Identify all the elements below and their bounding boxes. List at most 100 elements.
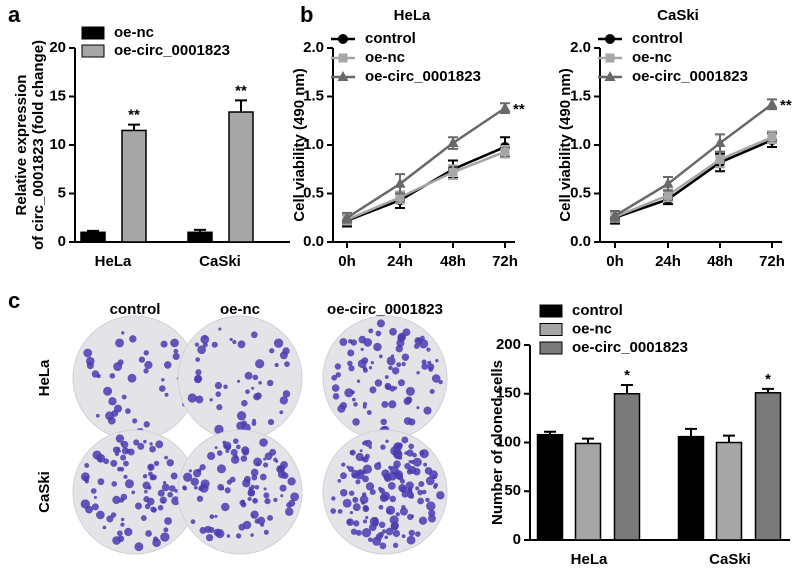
colony (361, 457, 366, 462)
y-axis-label: Number of cloned cells (489, 360, 506, 525)
colony (162, 481, 167, 485)
colony (369, 386, 377, 394)
colony (195, 357, 201, 362)
colony (159, 385, 166, 392)
colony (406, 468, 413, 475)
colony (367, 537, 373, 543)
colony (279, 396, 288, 405)
column-label: oe-nc (220, 301, 260, 318)
colony (388, 465, 393, 470)
colony (369, 516, 380, 527)
bar (228, 111, 254, 243)
colony (405, 396, 413, 404)
colony (259, 438, 268, 447)
colony (362, 519, 368, 524)
colony (110, 512, 117, 518)
colony (145, 530, 152, 537)
colony (164, 455, 168, 460)
colony (199, 464, 206, 471)
row-label: HeLa (36, 359, 53, 396)
colony (96, 510, 105, 520)
colony (386, 356, 396, 366)
legend-label: oe-nc (632, 49, 672, 66)
colony (364, 440, 368, 444)
colony (285, 507, 294, 516)
colony (346, 465, 350, 469)
colony (433, 482, 439, 488)
colony (127, 448, 135, 456)
colony (108, 397, 117, 406)
colony (142, 481, 151, 490)
colony (224, 487, 231, 494)
colony (157, 489, 165, 497)
colony (378, 521, 386, 529)
colony (243, 475, 251, 483)
colony (251, 331, 258, 339)
colony (359, 495, 369, 504)
colony (244, 371, 253, 380)
colony (417, 497, 425, 505)
colony (420, 335, 425, 341)
colony (381, 529, 387, 534)
legend-swatch (539, 341, 563, 355)
colony (380, 418, 388, 426)
colony (149, 442, 153, 446)
colony (416, 371, 420, 375)
colony (250, 533, 254, 537)
panel-label: a (8, 2, 21, 27)
panel-label: b (300, 2, 313, 27)
colony (115, 338, 124, 348)
y-tick-label: 50 (504, 482, 521, 499)
colony (353, 402, 358, 407)
colony (211, 341, 218, 348)
colony (408, 443, 415, 450)
colony (280, 494, 284, 498)
colony (351, 473, 356, 479)
legend-label: control (632, 30, 683, 47)
colony (241, 399, 248, 407)
colony (137, 442, 145, 450)
significance-label: ** (513, 101, 525, 118)
legend-swatch (539, 323, 563, 336)
colony (103, 458, 110, 465)
colony (258, 381, 262, 385)
colony (252, 374, 259, 381)
colony (362, 405, 367, 409)
colony (172, 352, 180, 360)
colony (110, 459, 118, 467)
colony (364, 453, 370, 459)
error-bar (87, 229, 99, 233)
colony (401, 361, 406, 367)
colony (235, 533, 242, 539)
colony (121, 394, 127, 400)
colony (348, 365, 355, 372)
colony (134, 502, 143, 510)
colony (151, 507, 157, 513)
colony (279, 484, 287, 492)
colony (143, 368, 149, 374)
colony (395, 512, 400, 517)
colony (195, 395, 204, 404)
colony (143, 350, 149, 356)
colony (332, 393, 340, 400)
colony (242, 448, 250, 456)
colony (376, 319, 385, 328)
colony (390, 522, 399, 531)
colony (164, 392, 169, 397)
colony (115, 434, 125, 443)
marker (714, 137, 726, 148)
column-label: oe-circ_0001823 (327, 301, 443, 318)
colony (401, 534, 406, 539)
colony (361, 528, 372, 538)
colony (361, 475, 369, 483)
colony (274, 362, 279, 368)
colony (117, 530, 123, 537)
colony (263, 529, 269, 535)
x-tick-label: 48h (440, 253, 466, 270)
colony (400, 486, 408, 494)
colony (214, 514, 218, 518)
y-axis-label: Cell viability (490 nm) (557, 68, 574, 221)
colony (190, 477, 199, 486)
error-bar (194, 228, 206, 233)
colony (232, 438, 239, 444)
